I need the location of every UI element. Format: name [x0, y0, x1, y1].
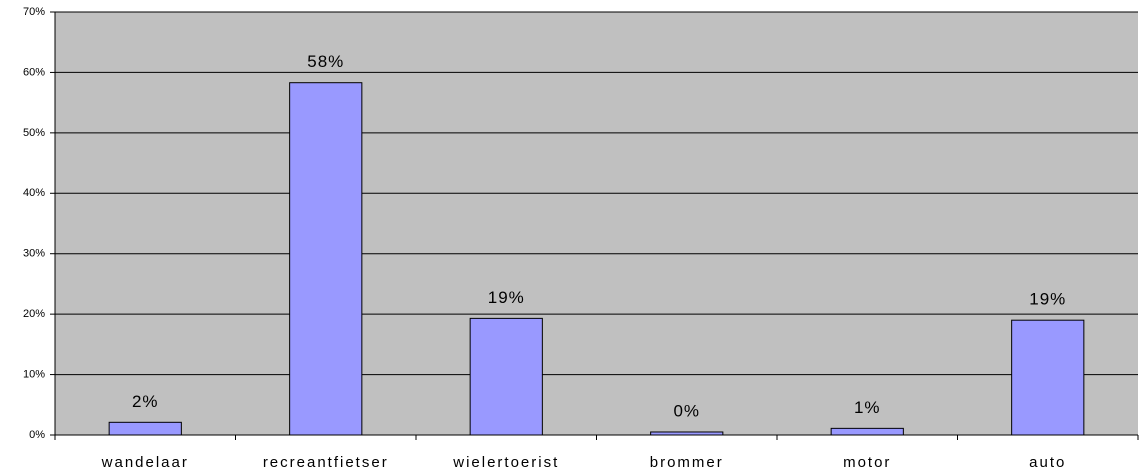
x-tick-label: motor [843, 454, 891, 471]
bar [108, 421, 182, 436]
y-tick-label: 40% [23, 187, 45, 199]
bar [469, 317, 543, 436]
value-label: 0% [673, 401, 700, 420]
x-tick-label: recreantfietser [263, 454, 389, 471]
y-tick-label: 60% [23, 66, 45, 78]
x-tick-label: wandelaar [101, 454, 189, 471]
value-label: 1% [854, 398, 881, 417]
y-tick-label: 50% [23, 127, 45, 139]
bar [830, 427, 904, 436]
y-tick-label: 20% [23, 308, 45, 320]
value-label: 58% [307, 52, 344, 71]
plot-area [55, 12, 1138, 435]
y-tick-label: 70% [23, 6, 45, 18]
bar [650, 431, 724, 436]
bar [1011, 319, 1085, 436]
value-label: 19% [1029, 290, 1066, 309]
x-tick-label: auto [1029, 454, 1066, 471]
y-tick-label: 30% [23, 248, 45, 260]
x-tick-label: brommer [650, 454, 724, 471]
value-label: 19% [488, 288, 525, 307]
value-label: 2% [132, 392, 159, 411]
y-tick-label: 10% [23, 368, 45, 380]
bar [289, 82, 363, 436]
y-tick-label: 0% [29, 429, 45, 441]
x-tick-label: wielertoerist [452, 454, 559, 471]
